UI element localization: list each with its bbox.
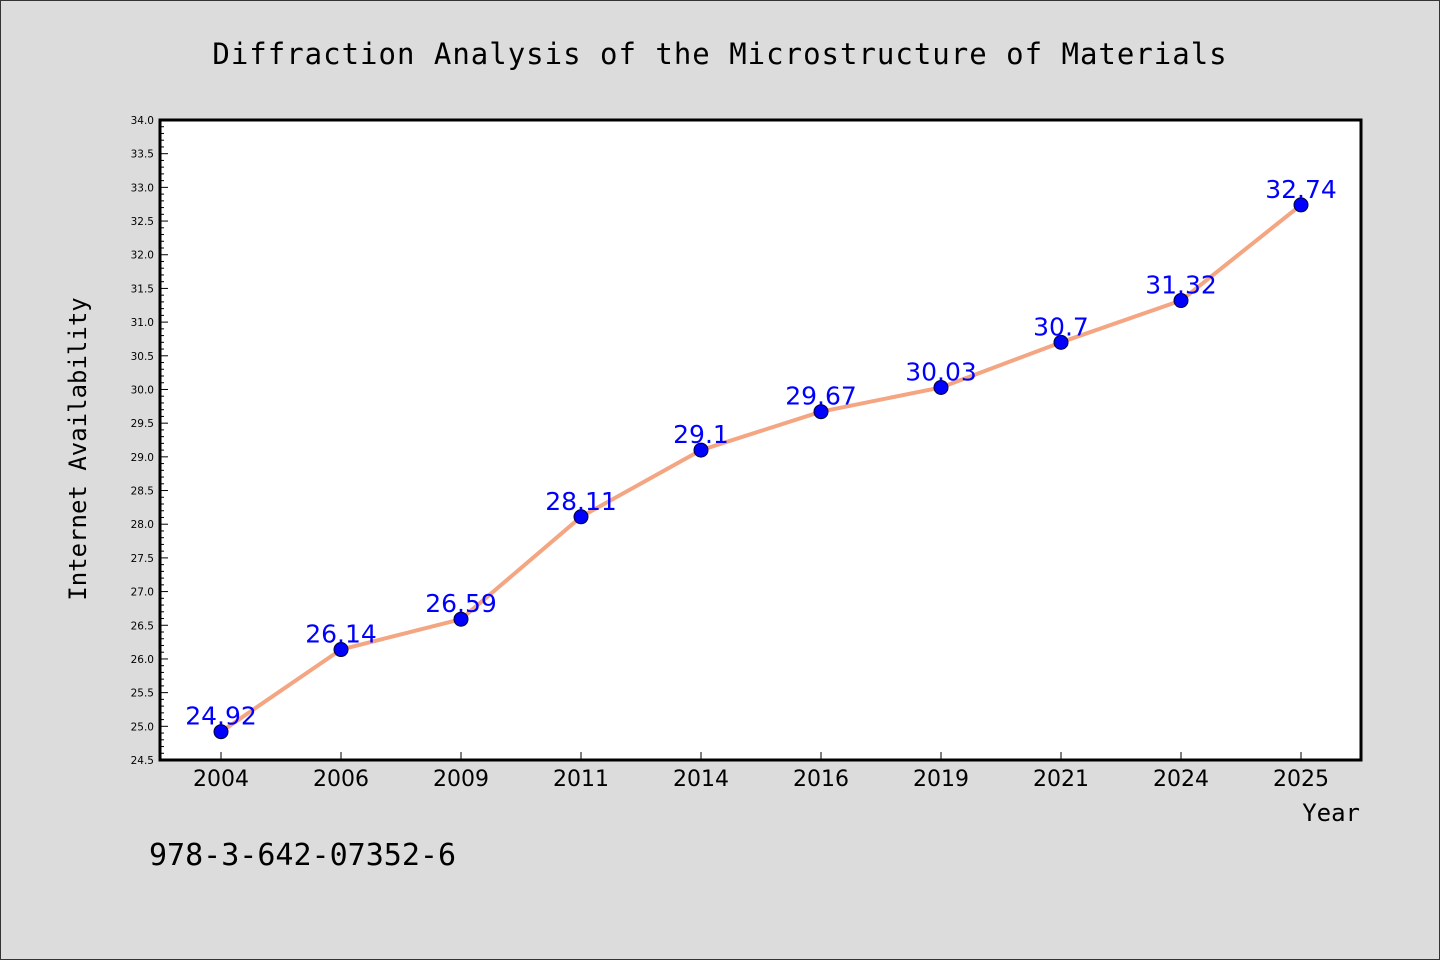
- data-labels: 24.92 26.14 26.59 28.11 29.1 29.67 30.03 30.7 31…: [185, 175, 1337, 731]
- y-tick-label: 25.5: [131, 688, 154, 700]
- y-tick-label: 29.0: [131, 452, 154, 464]
- y-tick-label: 25.0: [131, 721, 154, 733]
- series-line: [219, 202, 1303, 734]
- y-tick-label: 34.0: [131, 115, 154, 127]
- x-tick-label: 2006: [313, 767, 369, 792]
- data-label: 30.03: [905, 357, 977, 386]
- y-tick-label: 26.5: [131, 620, 154, 632]
- y-tick-label: 26.0: [131, 654, 154, 666]
- data-point: [213, 724, 229, 740]
- y-tick-label: 27.0: [131, 587, 154, 599]
- data-point: [453, 611, 469, 627]
- data-point: [813, 404, 829, 420]
- x-tick-label: 2024: [1153, 767, 1209, 792]
- data-point: [1293, 197, 1309, 213]
- y-axis: 24.5 25.0 25.5 26.0 26.5 27.0 27.5 28.0 28.5 29.0…: [131, 115, 168, 767]
- plot-area: [158, 118, 1363, 762]
- data-point: [573, 509, 589, 525]
- data-label: 29.67: [785, 382, 857, 411]
- x-tick-label: 2011: [553, 767, 609, 792]
- data-point: [333, 642, 349, 658]
- data-label: 28.11: [545, 487, 617, 516]
- y-tick-label: 32.5: [131, 216, 154, 228]
- data-label: 26.59: [425, 589, 497, 618]
- x-axis-label: Year: [1302, 799, 1360, 827]
- x-tick-label: 2009: [433, 767, 489, 792]
- x-tick-label: 2025: [1273, 767, 1329, 792]
- footer-text: 978-3-642-07352-6: [149, 838, 456, 873]
- data-point: [693, 442, 709, 458]
- y-tick-label: 31.5: [131, 283, 154, 295]
- data-label: 24.92: [185, 702, 257, 731]
- x-tick-label: 2014: [673, 767, 729, 792]
- x-tick-label: 2019: [913, 767, 969, 792]
- data-label: 31.32: [1145, 271, 1217, 300]
- data-label: 30.7: [1033, 312, 1089, 341]
- data-point: [933, 379, 949, 395]
- x-axis: 2004 2006 2009 2011 2014 2016 2019 2021 2024 2025: [193, 752, 1329, 792]
- y-tick-label: 30.5: [131, 351, 154, 363]
- data-label: 32.74: [1265, 175, 1337, 204]
- y-tick-label: 29.5: [131, 418, 154, 430]
- y-tick-label: 32.0: [131, 250, 154, 262]
- x-tick-label: 2021: [1033, 767, 1089, 792]
- y-tick-label: 33.5: [131, 149, 154, 161]
- y-tick-label: 24.5: [131, 755, 154, 767]
- y-tick-label: 28.0: [131, 519, 154, 531]
- y-tick-label: 30.0: [131, 384, 154, 396]
- y-tick-label: 33.0: [131, 182, 154, 194]
- data-markers: [213, 197, 1309, 740]
- y-tick-label: 27.5: [131, 553, 154, 565]
- data-label: 26.14: [305, 620, 377, 649]
- x-tick-label: 2016: [793, 767, 849, 792]
- y-tick-label: 28.5: [131, 486, 154, 498]
- y-axis-label: Internet Availability: [64, 297, 92, 600]
- x-tick-label: 2004: [193, 767, 249, 792]
- data-label: 29.1: [673, 420, 729, 449]
- data-point: [1173, 293, 1189, 309]
- data-point: [1053, 334, 1069, 350]
- chart-title: Diffraction Analysis of the Microstructu…: [212, 37, 1227, 71]
- y-tick-label: 31.0: [131, 317, 154, 329]
